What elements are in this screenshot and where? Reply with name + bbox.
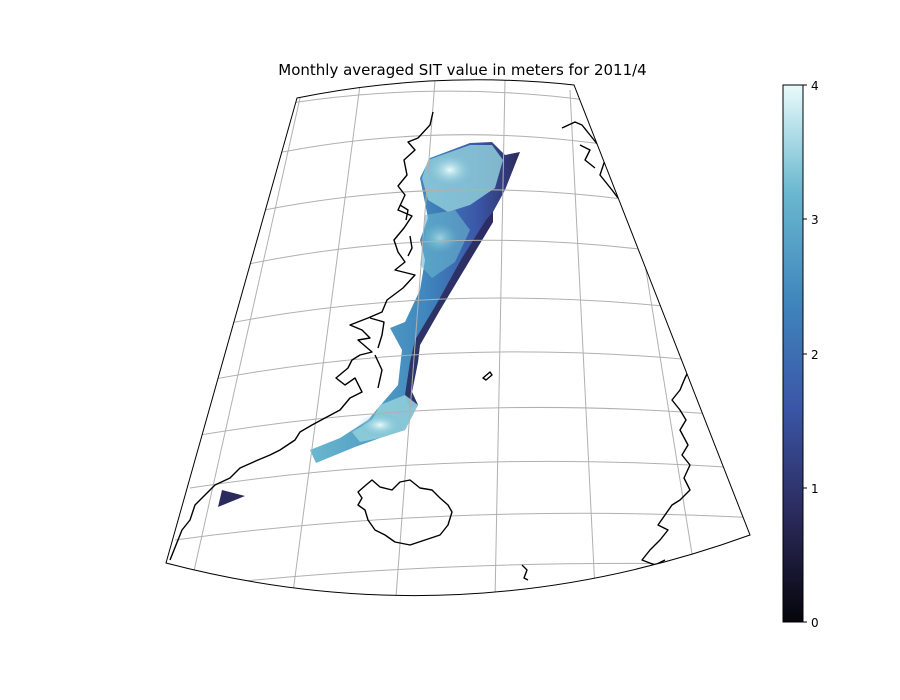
sea-ice-highlight-south [358,413,402,437]
parallel-5 [219,297,701,326]
norway-coast [641,367,691,566]
sea-ice-edge-dark [405,212,493,408]
colorbar-tick-label-3: 3 [811,213,819,227]
jan-mayen [482,371,493,381]
parallel-7 [199,406,726,436]
sea-ice-highlight-north [425,152,475,188]
colorbar: 0 1 2 3 4 [782,79,819,630]
greenland-fjord-3 [369,317,385,349]
faroe-islands [521,564,529,581]
meridian-5 [569,89,596,591]
parallel-8 [189,460,741,489]
greenland-east-coast [169,111,434,561]
sea-ice-patch-sw [218,490,245,507]
sea-ice-band-main [310,142,520,463]
iceland [357,479,453,546]
svalbard-islands [579,144,596,169]
parallel-2 [244,134,641,161]
colorbar-tick-label-2: 2 [811,348,819,362]
map-title: Monthly averaged SIT value in meters for… [278,61,647,79]
colorbar-ticks [803,84,807,623]
colorbar-tick-label-4: 4 [811,79,819,93]
colorbar-tick-label-1: 1 [811,482,819,496]
meridian-4 [494,79,506,596]
map-frame-fill [166,79,750,596]
meridian-2 [291,84,361,596]
parallel-3 [239,189,666,216]
colorbar-fill [782,84,804,623]
greenland-fjord-2 [399,204,409,221]
map-content [166,79,750,596]
meridian-3 [394,79,436,596]
parallel-6 [209,351,716,381]
parallel-9 [174,512,750,541]
parallel-4 [229,239,686,269]
colorbar-tick-label-0: 0 [811,616,819,630]
greenland-fjord-4 [374,354,383,389]
map-frame [165,79,751,597]
coastlines [169,111,691,581]
sea-ice-field [218,142,520,507]
greenland-fjord-1 [407,235,413,257]
sea-ice-mid-light [420,210,470,278]
meridian-1 [191,97,301,581]
